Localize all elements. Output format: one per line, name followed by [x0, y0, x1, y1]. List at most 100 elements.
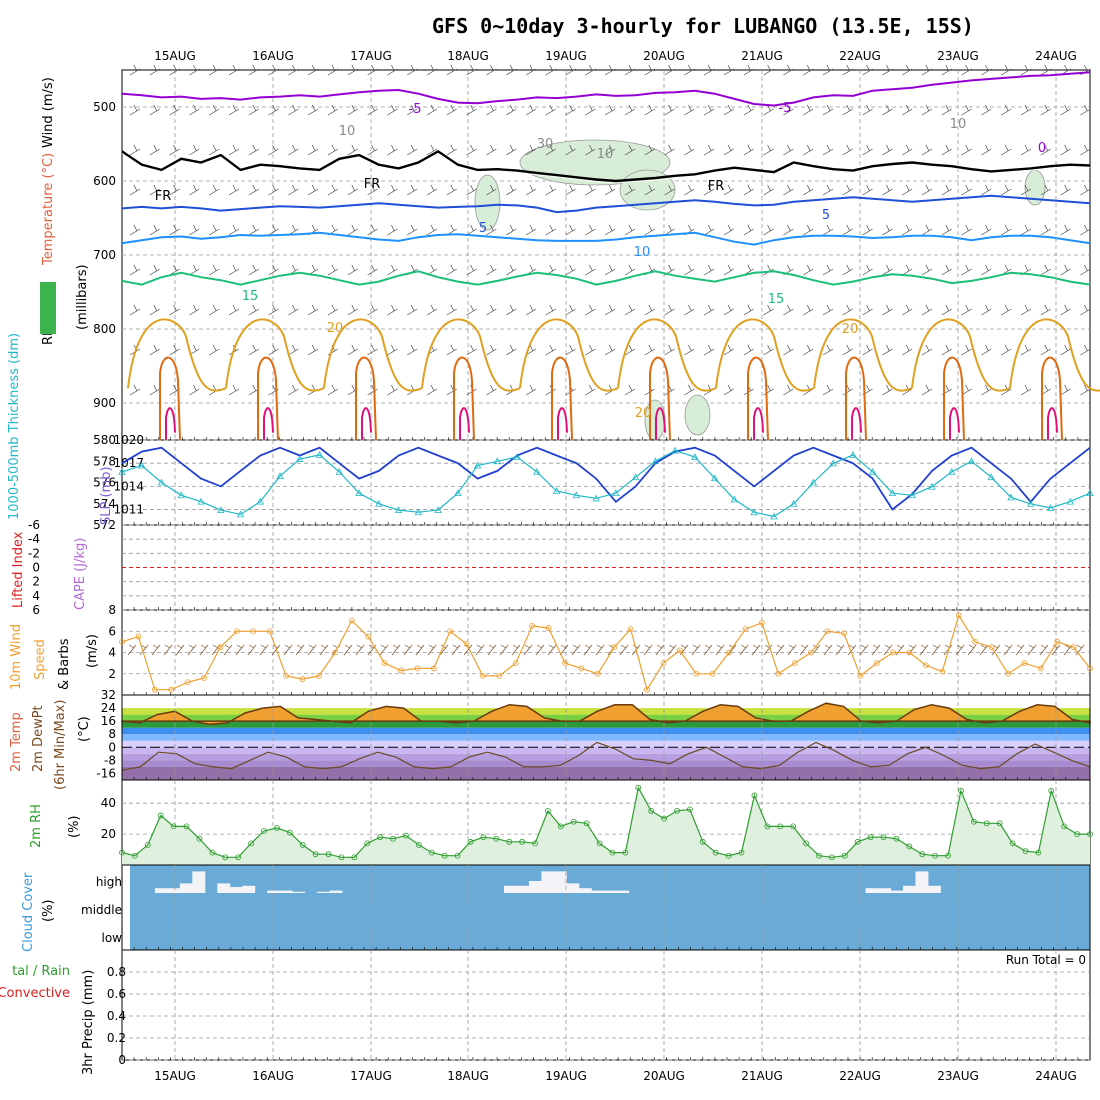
- wind-barb: [189, 224, 200, 236]
- rh-series-marker: [712, 849, 719, 856]
- rh-tick-label: 20: [101, 827, 116, 841]
- thickness-series-marker: [552, 487, 561, 494]
- wind-barb: [743, 304, 754, 316]
- isotherm-25: [845, 356, 867, 441]
- thickness-series-marker: [572, 491, 581, 499]
- wind-barb: [189, 104, 200, 116]
- wind-speed-series-marker: [742, 626, 749, 633]
- wind-barb: [595, 644, 605, 656]
- wind-barb: [259, 644, 269, 656]
- wind-speed-series-marker: [824, 628, 831, 635]
- wind-barb: [248, 184, 259, 196]
- wind-barb: [783, 184, 794, 196]
- wind-barb: [585, 104, 596, 116]
- rh-series-marker: [506, 838, 513, 845]
- wind-barb: [367, 224, 378, 236]
- wind-barb: [644, 64, 655, 76]
- wind-barb: [763, 644, 773, 656]
- rh-series-marker: [893, 835, 900, 842]
- wind-barb: [624, 344, 636, 356]
- wind-barb: [466, 224, 477, 236]
- wind-speed-series-marker: [496, 672, 503, 679]
- wind-barb: [189, 264, 200, 276]
- wind-barb: [902, 144, 913, 156]
- thickness-axis-label: 1000-500mb Thickness (dm): [7, 333, 22, 520]
- high-cloud-bar: [154, 888, 168, 893]
- precip-tick-label: 0.4: [107, 1009, 126, 1023]
- wind-barb: [525, 104, 537, 116]
- isotherm--5: [121, 71, 1091, 107]
- wind-barb: [803, 304, 814, 316]
- wind-barb: [387, 264, 398, 276]
- wind-barb: [466, 184, 477, 196]
- wind-barb: [941, 104, 952, 116]
- wind-barb: [427, 644, 437, 656]
- wind-barb: [955, 644, 965, 656]
- wind-barb: [403, 644, 413, 656]
- wind-barb: [308, 304, 319, 316]
- wind-barb: [347, 344, 358, 356]
- rh-series-marker: [493, 835, 500, 842]
- wind-barb: [981, 344, 992, 356]
- wind-barb: [882, 104, 893, 116]
- wind-barb: [585, 304, 596, 316]
- wind-barb: [1001, 104, 1012, 116]
- rh-series-marker: [325, 851, 332, 858]
- wind-barb: [822, 184, 834, 196]
- wind-speed-series-marker: [414, 665, 421, 672]
- isotherm-20: [911, 318, 1011, 392]
- wind-barb: [367, 144, 378, 156]
- wind-barb: [367, 264, 378, 276]
- wind-barb: [664, 184, 675, 196]
- wind-barb: [1040, 304, 1051, 316]
- thickness-series-marker: [1007, 493, 1015, 501]
- wind-barb: [921, 144, 933, 156]
- wind-barb: [189, 144, 200, 156]
- wind-barb: [545, 344, 556, 356]
- dewpoint-series: [121, 741, 1091, 771]
- wind-barb: [545, 184, 556, 196]
- thickness-tick-label: 576: [93, 476, 116, 490]
- wind-barb: [545, 64, 556, 76]
- wind-barb: [664, 144, 675, 156]
- wind-barb: [921, 264, 933, 276]
- isotherm-5: [121, 194, 1091, 214]
- wind-speed-series-marker: [529, 623, 536, 629]
- wind-barb: [743, 344, 754, 356]
- high-cloud-bar: [865, 888, 879, 893]
- wind-barb: [129, 304, 141, 316]
- wind-speed-series-marker: [644, 686, 650, 693]
- contour-label: 10: [950, 117, 967, 132]
- panel-slp-thickness: 57257457657858010111014101710201000-500m…: [7, 333, 1094, 532]
- rh-series-marker: [132, 852, 138, 859]
- wind-barb: [585, 264, 596, 276]
- wind-barb: [387, 384, 398, 396]
- temp-band: [122, 753, 1090, 761]
- wind-speed-series-marker: [693, 670, 700, 677]
- panel-10m-wind: 2 4 6 8 10m Wind Speed & Barbs (m/s): [9, 603, 1093, 696]
- cloud-unit-label: (%): [41, 900, 56, 923]
- pressure-tick-label: 800: [93, 322, 116, 336]
- wind-barb: [223, 644, 233, 656]
- temp-tick-label: 0: [108, 740, 116, 754]
- wind-barb: [415, 644, 425, 656]
- wind-barb: [605, 224, 616, 236]
- isotherm-30: [459, 407, 470, 440]
- wind-barb: [1040, 224, 1051, 236]
- wind-barb: [684, 104, 695, 116]
- wind-barb: [835, 644, 845, 656]
- wind-barb: [199, 644, 209, 656]
- wind-barb: [163, 644, 173, 656]
- rh-series-marker: [183, 823, 190, 830]
- wind-barb: [783, 104, 794, 116]
- bottom-date-label: 21AUG: [741, 1069, 783, 1083]
- wind-barb: [941, 264, 952, 276]
- bottom-date-label: 24AUG: [1035, 1069, 1077, 1083]
- wind-barb: [248, 344, 259, 356]
- wind-barb: [941, 64, 952, 76]
- wind-barb: [981, 304, 992, 316]
- bottom-date-label: 22AUG: [839, 1069, 881, 1083]
- wind-barb: [862, 264, 873, 276]
- wind-barb: [1080, 384, 1091, 396]
